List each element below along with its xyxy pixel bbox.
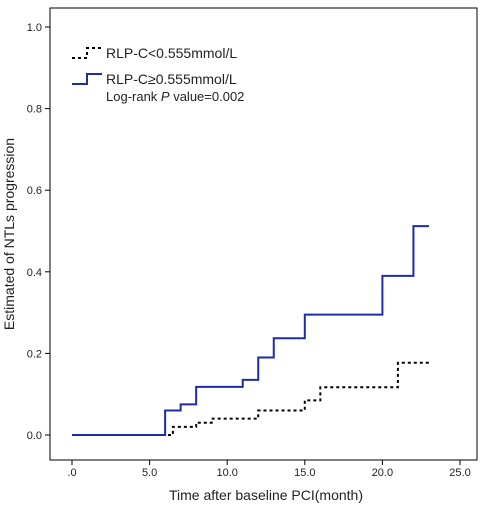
- x-tick-label: 10.0: [216, 467, 237, 479]
- x-axis: .0 5.0 10.0 15.0 20.0 25.0: [67, 460, 471, 479]
- legend-swatch: [72, 47, 102, 59]
- legend-swatch: [72, 73, 102, 85]
- log-rank-annotation: Log-rank P value=0.002: [106, 89, 244, 104]
- y-tick-label: 0.0: [27, 430, 42, 442]
- x-axis-title: Time after baseline PCI(month): [169, 487, 363, 503]
- legend: RLP-C<0.555mmol/L RLP-C≥0.555mmol/L: [72, 45, 237, 87]
- x-tick-label: .0: [67, 467, 76, 479]
- y-tick-label: 0.6: [27, 185, 42, 197]
- series-layer: [72, 225, 429, 436]
- y-tick-label: 0.8: [27, 104, 42, 116]
- series-low-rlp-line: [72, 361, 429, 436]
- x-tick-label: 25.0: [449, 467, 470, 479]
- annotation-suffix: value=0.002: [170, 89, 245, 104]
- plot-frame: [49, 7, 478, 461]
- x-tick-label: 5.0: [142, 467, 157, 479]
- y-tick-label: 0.4: [27, 267, 42, 279]
- legend-label: RLP-C<0.555mmol/L: [106, 45, 237, 61]
- y-axis: 0.0 0.2 0.4 0.6 0.8 1.0: [27, 22, 50, 442]
- y-tick-label: 1.0: [27, 22, 42, 34]
- x-tick-label: 15.0: [294, 467, 315, 479]
- legend-label: RLP-C≥0.555mmol/L: [106, 71, 237, 87]
- series-high-rlp-line: [72, 225, 429, 436]
- y-axis-title: Estimated of NTLs progression: [1, 138, 17, 330]
- annotation-p: P: [161, 89, 170, 104]
- y-tick-label: 0.2: [27, 348, 42, 360]
- annotation-prefix: Log-rank: [106, 89, 161, 104]
- x-tick-label: 20.0: [372, 467, 393, 479]
